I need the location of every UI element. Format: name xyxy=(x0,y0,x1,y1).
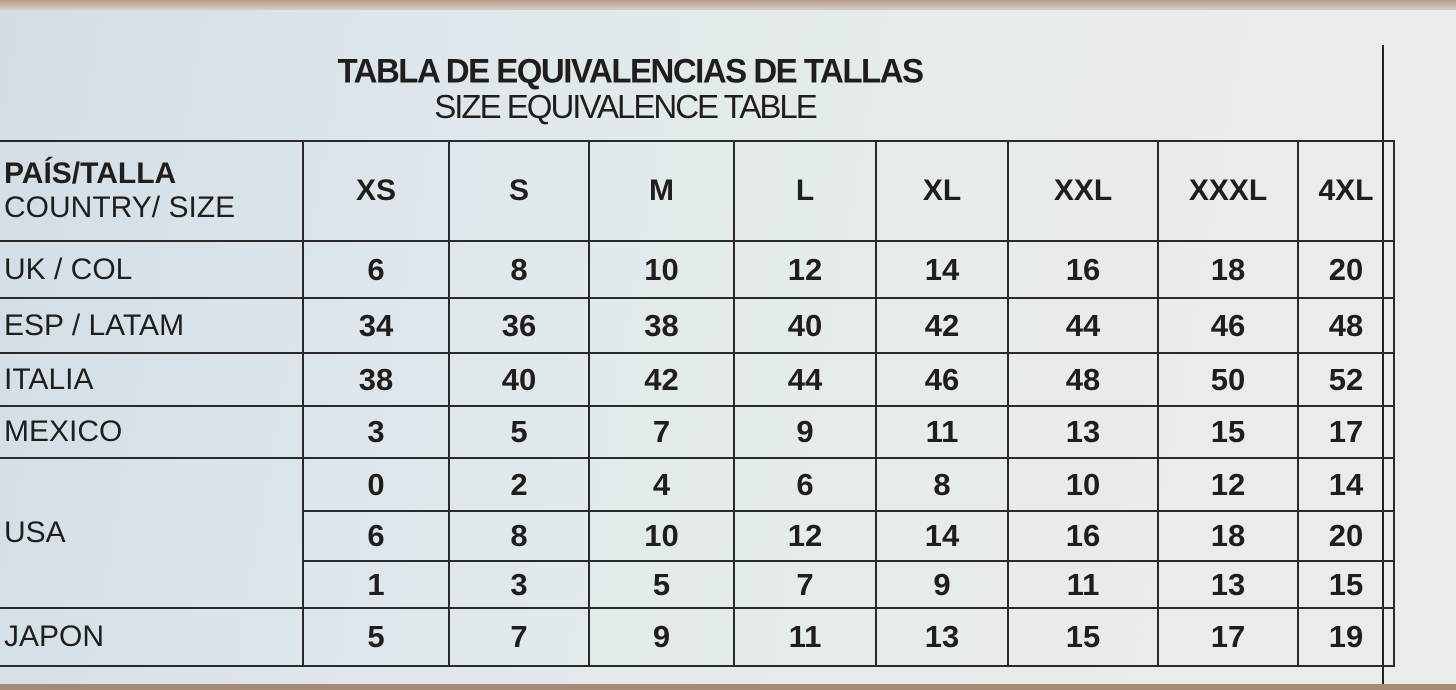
size-value-cell: 13 xyxy=(1157,560,1299,609)
size-value-cell: 12 xyxy=(733,510,877,562)
size-value-cell: 7 xyxy=(733,560,877,609)
size-value-cell: 1 xyxy=(302,560,450,609)
size-value-cell: 13 xyxy=(875,607,1009,667)
size-value-cell: 8 xyxy=(448,240,590,299)
size-header: L xyxy=(733,140,877,242)
size-value-cell: 14 xyxy=(1297,457,1395,512)
size-value-cell: 7 xyxy=(448,607,590,667)
size-value-cell: 5 xyxy=(588,560,735,609)
size-value-cell: 50 xyxy=(1157,352,1299,407)
size-value-cell: 44 xyxy=(733,352,877,407)
table-row: USA 0 2 4 6 8 10 12 14 xyxy=(0,457,1395,609)
table-row: 6 8 10 12 14 16 18 20 xyxy=(0,510,1395,562)
size-value-cell: 34 xyxy=(302,297,450,354)
size-value-cell: 36 xyxy=(448,297,590,354)
country-size-header: PAÍS/TALLA COUNTRY/ SIZE xyxy=(0,140,304,242)
size-value-cell: 17 xyxy=(1297,405,1395,459)
size-value-cell: 16 xyxy=(1007,510,1159,562)
table-row: UK / COL 6 8 10 12 14 16 18 20 xyxy=(0,240,1395,299)
country-cell: ITALIA xyxy=(0,352,304,407)
size-value-cell: 2 xyxy=(448,457,590,512)
size-value-cell: 9 xyxy=(588,607,735,667)
size-value-cell: 20 xyxy=(1297,510,1395,562)
size-header: XL xyxy=(875,140,1009,242)
size-value-cell: 14 xyxy=(875,510,1009,562)
size-value-cell: 15 xyxy=(1297,560,1395,609)
size-value-cell: 6 xyxy=(733,457,877,512)
size-value-cell: 48 xyxy=(1297,297,1395,354)
table-row: JAPON 5 7 9 11 13 15 17 19 xyxy=(0,607,1395,667)
size-value-cell: 15 xyxy=(1157,405,1299,459)
table-row: MEXICO 3 5 7 9 11 13 15 17 xyxy=(0,405,1395,459)
size-header: XXL xyxy=(1007,140,1159,242)
country-cell: MEXICO xyxy=(0,405,304,459)
size-value-cell: 11 xyxy=(733,607,877,667)
size-value-cell: 46 xyxy=(875,352,1009,407)
size-value-cell: 0 xyxy=(302,457,450,512)
size-value-cell: 52 xyxy=(1297,352,1395,407)
size-value-cell: 15 xyxy=(1007,607,1159,667)
table-title: TABLA DE EQUIVALENCIAS DE TALLAS xyxy=(337,51,924,90)
size-value-cell: 12 xyxy=(733,240,877,299)
photo-edge-bottom xyxy=(0,684,1456,690)
size-header: 4XL xyxy=(1297,140,1395,242)
size-value-cell: 44 xyxy=(1007,297,1159,354)
size-header: XS xyxy=(302,140,450,242)
country-cell: ESP / LATAM xyxy=(0,297,304,354)
size-value-cell: 38 xyxy=(588,297,735,354)
size-value-cell: 12 xyxy=(1157,457,1299,512)
size-value-cell: 42 xyxy=(875,297,1009,354)
size-value-cell: 42 xyxy=(588,352,735,407)
country-cell: USA xyxy=(0,457,304,609)
size-value-cell: 20 xyxy=(1297,240,1395,299)
size-value-cell: 19 xyxy=(1297,607,1395,667)
size-value-cell: 48 xyxy=(1007,352,1159,407)
size-value-cell: 10 xyxy=(1007,457,1159,512)
size-value-cell: 5 xyxy=(448,405,590,459)
table-row: ITALIA 38 40 42 44 46 48 50 52 xyxy=(0,352,1395,407)
size-header: XXXL xyxy=(1157,140,1299,242)
size-value-cell: 9 xyxy=(733,405,877,459)
size-value-cell: 40 xyxy=(448,352,590,407)
size-value-cell: 4 xyxy=(588,457,735,512)
size-value-cell: 9 xyxy=(875,560,1009,609)
size-value-cell: 10 xyxy=(588,510,735,562)
size-value-cell: 11 xyxy=(1007,560,1159,609)
size-value-cell: 3 xyxy=(302,405,450,459)
photo-edge-top xyxy=(0,0,1456,10)
size-header: M xyxy=(588,140,735,242)
header-row: PAÍS/TALLA COUNTRY/ SIZE XS S M L XL XXL… xyxy=(0,140,1395,242)
size-value-cell: 5 xyxy=(302,607,450,667)
size-value-cell: 46 xyxy=(1157,297,1299,354)
size-value-cell: 40 xyxy=(733,297,877,354)
size-value-cell: 16 xyxy=(1007,240,1159,299)
size-value-cell: 38 xyxy=(302,352,450,407)
size-value-cell: 10 xyxy=(588,240,735,299)
size-header: S xyxy=(448,140,590,242)
size-value-cell: 13 xyxy=(1007,405,1159,459)
size-value-cell: 3 xyxy=(448,560,590,609)
country-cell: JAPON xyxy=(0,607,304,667)
size-value-cell: 17 xyxy=(1157,607,1299,667)
size-value-cell: 6 xyxy=(302,240,450,299)
size-value-cell: 8 xyxy=(448,510,590,562)
table-subtitle: SIZE EQUIVALENCE TABLE xyxy=(434,88,817,125)
size-value-cell: 7 xyxy=(588,405,735,459)
header-es: PAÍS/TALLA xyxy=(4,157,177,190)
size-value-cell: 6 xyxy=(302,510,450,562)
table-row: 1 3 5 7 9 11 13 15 xyxy=(0,560,1395,609)
header-en: COUNTRY/ SIZE xyxy=(4,191,236,224)
size-value-cell: 11 xyxy=(875,405,1009,459)
size-value-cell: 18 xyxy=(1157,510,1299,562)
size-value-cell: 14 xyxy=(875,240,1009,299)
country-cell: UK / COL xyxy=(0,240,304,299)
size-value-cell: 8 xyxy=(875,457,1009,512)
size-table: PAÍS/TALLA COUNTRY/ SIZE XS S M L XL XXL… xyxy=(0,140,1395,667)
size-value-cell: 18 xyxy=(1157,240,1299,299)
table-row: ESP / LATAM 34 36 38 40 42 44 46 48 xyxy=(0,297,1395,354)
